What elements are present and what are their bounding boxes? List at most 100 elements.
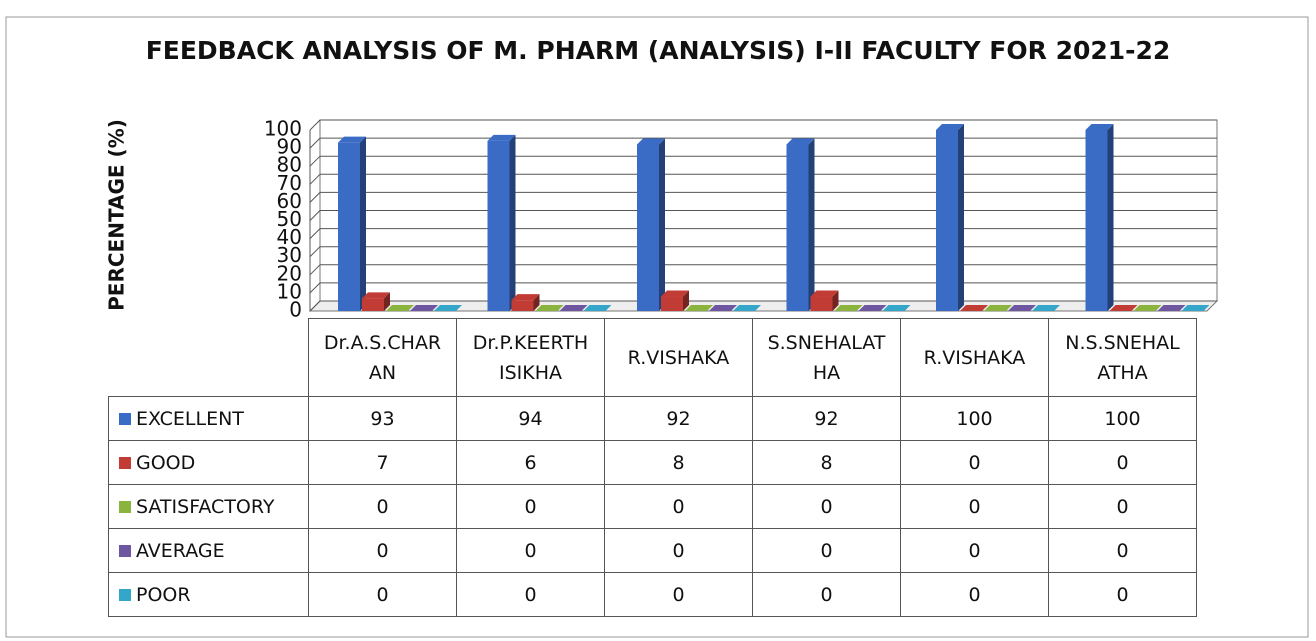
legend-label: SATISFACTORY xyxy=(136,495,275,518)
y-tick-label: 80 xyxy=(277,153,302,177)
value-cell: 0 xyxy=(1048,440,1197,485)
table-row: GOOD 7 6 8 8 0 0 xyxy=(108,440,1197,485)
bar-top xyxy=(1085,124,1114,130)
value-cell: 7 xyxy=(308,440,457,485)
data-table: Dr.A.S.CHARAN Dr.P.KEERTHISIKHA R.VISHAKA S… xyxy=(108,318,1197,617)
value-cell: 0 xyxy=(308,484,457,529)
y-tick-label: 90 xyxy=(277,135,302,159)
value-cell: 100 xyxy=(1048,396,1197,441)
bar xyxy=(661,296,683,311)
bar-top xyxy=(882,305,911,311)
table-row: POOR 0 0 0 0 0 0 xyxy=(108,572,1197,617)
y-tick-label: 10 xyxy=(277,279,302,303)
bar-top xyxy=(338,136,366,143)
bar-top xyxy=(362,292,390,299)
bar-side xyxy=(1107,124,1114,311)
y-axis-label: PERCENTAGE (%) xyxy=(105,119,129,311)
value-cell: 0 xyxy=(308,528,457,573)
bar-top xyxy=(709,305,737,311)
category-label: R.VISHAKA xyxy=(900,318,1049,397)
bar-top xyxy=(936,124,964,130)
value-cell: 0 xyxy=(900,528,1049,573)
bar-side xyxy=(384,292,390,311)
side-grid-line xyxy=(309,264,321,276)
value-cell: 94 xyxy=(456,396,605,441)
value-cell: 92 xyxy=(604,396,753,441)
value-cell: 8 xyxy=(604,440,753,485)
bar-top xyxy=(661,290,689,297)
bar xyxy=(338,142,360,311)
bar-side xyxy=(958,124,964,311)
legend-swatch xyxy=(119,500,131,513)
bar-top xyxy=(685,305,713,311)
value-cell: 0 xyxy=(456,484,605,529)
value-cell: 93 xyxy=(308,396,457,441)
bar-top xyxy=(583,305,612,311)
bar-top xyxy=(386,305,414,311)
value-cell: 6 xyxy=(456,440,605,485)
bar-top xyxy=(559,305,588,311)
legend-swatch xyxy=(119,412,131,425)
bar xyxy=(810,296,833,311)
bar-top xyxy=(858,305,887,311)
value-cell: 100 xyxy=(900,396,1049,441)
bar-top xyxy=(960,305,988,311)
category-label: Dr.P.KEERTHISIKHA xyxy=(456,318,605,397)
side-grid-line xyxy=(309,173,321,185)
side-grid-line xyxy=(309,210,321,221)
bar-top xyxy=(834,305,863,311)
bar-side xyxy=(533,294,540,311)
bar-top xyxy=(1032,305,1060,311)
blank-cell xyxy=(108,318,309,397)
legend-cell: AVERAGE xyxy=(108,528,309,573)
legend-swatch xyxy=(119,456,131,469)
table-row: AVERAGE 0 0 0 0 0 0 xyxy=(108,528,1197,573)
y-tick-label: 70 xyxy=(277,171,302,195)
category-label: R.VISHAKA xyxy=(604,318,753,397)
table-row: SATISFACTORY 0 0 0 0 0 0 xyxy=(108,484,1197,529)
side-grid-line xyxy=(309,300,321,312)
legend-label: GOOD xyxy=(136,451,196,474)
y-tick-label: 100 xyxy=(264,117,302,141)
value-cell: 0 xyxy=(456,572,605,617)
y-tick-label: 50 xyxy=(277,207,302,231)
bar-side xyxy=(683,290,689,311)
value-cell: 0 xyxy=(752,528,901,573)
y-tick-label: 20 xyxy=(277,261,302,285)
bar-top xyxy=(434,305,462,311)
legend-cell: SATISFACTORY xyxy=(108,484,309,529)
legend-cell: GOOD xyxy=(108,440,309,485)
bar xyxy=(511,300,534,311)
bar-side xyxy=(659,138,665,311)
side-grid-line xyxy=(309,137,321,149)
value-cell: 0 xyxy=(1048,572,1197,617)
frame xyxy=(5,16,1309,638)
bar-top xyxy=(733,305,761,311)
value-cell: 8 xyxy=(752,440,901,485)
bar-top xyxy=(984,305,1012,311)
bar-side xyxy=(808,138,815,311)
side-grid-line xyxy=(309,192,321,203)
value-cell: 0 xyxy=(900,440,1049,485)
value-cell: 0 xyxy=(604,572,753,617)
legend-swatch xyxy=(119,544,131,557)
category-label: Dr.A.S.CHARAN xyxy=(308,318,457,397)
legend-label: EXCELLENT xyxy=(136,407,244,430)
bar-top xyxy=(1109,305,1138,311)
legend-swatch xyxy=(119,588,131,601)
bar-top xyxy=(1181,305,1210,311)
side-grid-line xyxy=(309,228,321,239)
legend-cell: POOR xyxy=(108,572,309,617)
bar-top xyxy=(786,138,815,145)
bar-top xyxy=(511,294,540,301)
bar-top xyxy=(535,305,564,311)
value-cell: 0 xyxy=(308,572,457,617)
table-row: EXCELLENT 93 94 92 92 100 100 xyxy=(108,396,1197,441)
bar-top xyxy=(410,305,438,311)
bar-top xyxy=(810,290,839,297)
bar-side xyxy=(360,136,366,311)
value-cell: 0 xyxy=(604,484,753,529)
y-tick-label: 60 xyxy=(277,189,302,213)
